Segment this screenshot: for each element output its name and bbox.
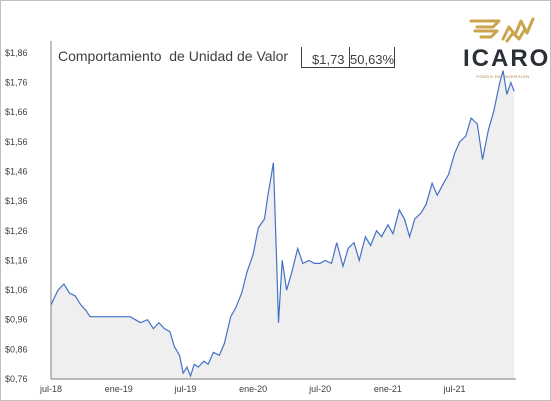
area-fill <box>51 70 515 379</box>
y-tick-label: $1,86 <box>5 48 28 58</box>
brand-tagline: FONDO DE INVERSIÓN <box>476 74 530 79</box>
y-tick-label: $0,96 <box>5 315 28 325</box>
y-tick-label: $1,66 <box>5 107 28 117</box>
y-tick-label: $0,76 <box>5 374 28 384</box>
chart-title: Comportamiento de Unidad de Valor <box>58 48 289 64</box>
x-tick-label: ene-19 <box>105 384 133 394</box>
x-tick-label: jul-19 <box>173 384 196 394</box>
icaro-logo-icon <box>469 17 535 43</box>
y-tick-label: $1,46 <box>5 166 28 176</box>
y-tick-label: $1,16 <box>5 255 28 265</box>
tick-labels: $0,76 $0,86 $0,96 $1,06 $1,16 $1,26 $1,36 $1,46… <box>5 48 466 394</box>
y-tick-label: $1,36 <box>5 196 28 206</box>
x-tick-label: jul-20 <box>308 384 331 394</box>
y-tick-label: $1,56 <box>5 137 28 147</box>
x-tick-label: ene-20 <box>239 384 267 394</box>
y-tick-label: $1,26 <box>5 226 28 236</box>
y-tick-label: $0,86 <box>5 344 28 354</box>
y-tick-label: $1,76 <box>5 78 28 88</box>
current-value: $1,73 <box>301 47 360 68</box>
x-tick-label: jul-18 <box>39 384 62 394</box>
x-tick-label: ene-21 <box>374 384 402 394</box>
x-tick-label: jul-21 <box>443 384 466 394</box>
axes <box>50 41 516 380</box>
brand-name: ICARO <box>463 45 551 72</box>
series-line <box>50 70 515 378</box>
y-tick-label: $1,06 <box>5 285 28 295</box>
change-percent: 50,63% <box>349 47 395 68</box>
